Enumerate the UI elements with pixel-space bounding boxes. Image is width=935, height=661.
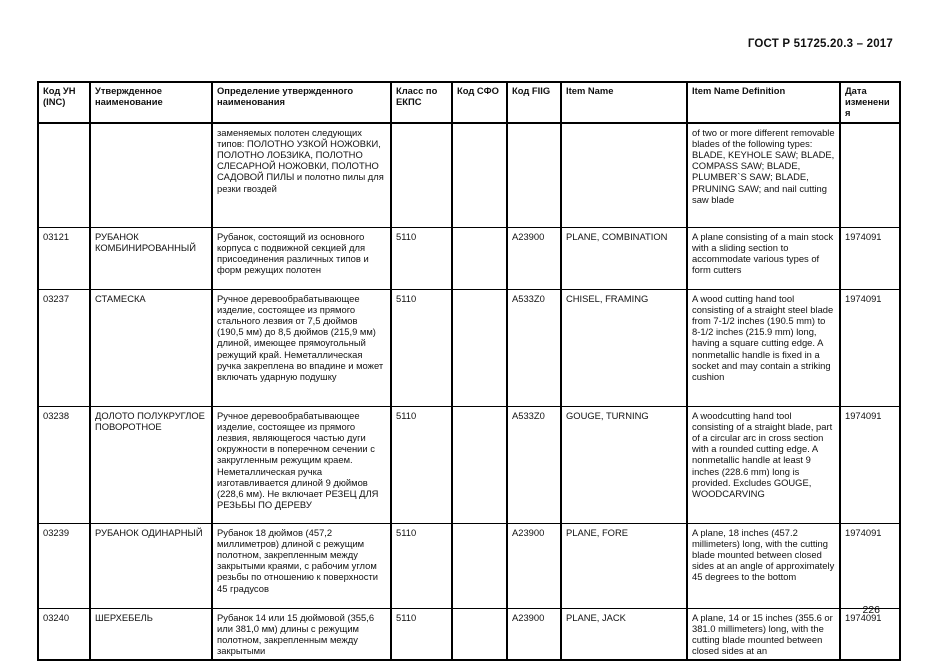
cell-change-date: 1974091 [839, 405, 901, 524]
column-header-item-name: Item Name [560, 81, 688, 124]
cell-item-name: GOUGE, TURNING [560, 405, 688, 524]
cell-change-date [839, 122, 901, 228]
table-row: заменяемых полотен следующих типов: ПОЛО… [37, 122, 901, 228]
cell-ekps-class: 5110 [390, 288, 453, 407]
cell-sfo-code [451, 288, 508, 407]
cell-approved-name [89, 122, 213, 228]
cell-approved-definition: Рубанок 14 или 15 дюймовой (355,6 или 38… [211, 607, 392, 661]
cell-ekps-class [390, 122, 453, 228]
cell-fiig-code: A23900 [506, 607, 562, 661]
table-row: 03240 ШЕРХЕБЕЛЬ Рубанок 14 или 15 дюймов… [37, 607, 901, 661]
cell-ekps-class: 5110 [390, 226, 453, 290]
cell-item-name-definition: of two or more different removable blade… [686, 122, 841, 228]
cell-item-name: PLANE, JACK [560, 607, 688, 661]
table-header: Код УН (INC) Утвержденное наименование О… [37, 81, 901, 124]
cell-approved-name: РУБАНОК ОДИНАРНЫЙ [89, 522, 213, 609]
cell-sfo-code [451, 226, 508, 290]
cell-item-name: CHISEL, FRAMING [560, 288, 688, 407]
column-header-sfo-code: Код СФО [451, 81, 508, 124]
cell-item-name: PLANE, COMBINATION [560, 226, 688, 290]
cell-inc-code: 03239 [37, 522, 91, 609]
cell-change-date: 1974091 [839, 522, 901, 609]
table-row: 03121 РУБАНОК КОМБИНИРОВАННЫЙ Рубанок, с… [37, 226, 901, 290]
cell-fiig-code: A533Z0 [506, 405, 562, 524]
cell-approved-name: СТАМЕСКА [89, 288, 213, 407]
cell-inc-code: 03237 [37, 288, 91, 407]
cell-inc-code: 03121 [37, 226, 91, 290]
cell-approved-definition: Рубанок 18 дюймов (457,2 миллиметров) дл… [211, 522, 392, 609]
cell-item-name: PLANE, FORE [560, 522, 688, 609]
cell-inc-code: 03238 [37, 405, 91, 524]
cell-fiig-code: A23900 [506, 522, 562, 609]
cell-fiig-code [506, 122, 562, 228]
cell-approved-name: ШЕРХЕБЕЛЬ [89, 607, 213, 661]
cell-change-date: 1974091 [839, 226, 901, 290]
cell-fiig-code: A23900 [506, 226, 562, 290]
cell-change-date: 1974091 [839, 607, 901, 661]
cell-ekps-class: 5110 [390, 607, 453, 661]
cell-ekps-class: 5110 [390, 522, 453, 609]
column-header-approved-definition: Определение утвержденного наименования [211, 81, 392, 124]
cell-sfo-code [451, 607, 508, 661]
cell-ekps-class: 5110 [390, 405, 453, 524]
cell-approved-definition: Ручное деревообрабатывающее изделие, сос… [211, 288, 392, 407]
cell-inc-code [37, 122, 91, 228]
cell-item-name [560, 122, 688, 228]
cell-fiig-code: A533Z0 [506, 288, 562, 407]
cell-approved-name: РУБАНОК КОМБИНИРОВАННЫЙ [89, 226, 213, 290]
cell-approved-name: ДОЛОТО ПОЛУКРУГЛОЕ ПОВОРОТНОЕ [89, 405, 213, 524]
page-number: 226 [862, 604, 880, 616]
column-header-fiig-code: Код FIIG [506, 81, 562, 124]
cell-item-name-definition: A woodcutting hand tool consisting of a … [686, 405, 841, 524]
cell-sfo-code [451, 522, 508, 609]
cell-item-name-definition: A plane consisting of a main stock with … [686, 226, 841, 290]
cell-sfo-code [451, 405, 508, 524]
cell-approved-definition: Рубанок, состоящий из основного корпуса … [211, 226, 392, 290]
column-header-change-date: Дата изменения [839, 81, 901, 124]
cell-item-name-definition: A plane, 14 or 15 inches (355.6 or 381.0… [686, 607, 841, 661]
column-header-item-name-definition: Item Name Definition [686, 81, 841, 124]
cell-change-date: 1974091 [839, 288, 901, 407]
cell-approved-definition: Ручное деревообрабатывающее изделие, сос… [211, 405, 392, 524]
cell-item-name-definition: A plane, 18 inches (457.2 millimeters) l… [686, 522, 841, 609]
cell-inc-code: 03240 [37, 607, 91, 661]
cell-approved-definition: заменяемых полотен следующих типов: ПОЛО… [211, 122, 392, 228]
table-row: 03237 СТАМЕСКА Ручное деревообрабатывающ… [37, 288, 901, 407]
column-header-approved-name: Утвержденное наименование [89, 81, 213, 124]
table-header-row: Код УН (INC) Утвержденное наименование О… [37, 81, 901, 124]
table-row: 03238 ДОЛОТО ПОЛУКРУГЛОЕ ПОВОРОТНОЕ Ручн… [37, 405, 901, 524]
column-header-ekps-class: Класс по ЕКПС [390, 81, 453, 124]
items-table: Код УН (INC) Утвержденное наименование О… [37, 81, 901, 661]
document-code-header: ГОСТ Р 51725.20.3 – 2017 [747, 38, 893, 50]
cell-item-name-definition: A wood cutting hand tool consisting of a… [686, 288, 841, 407]
column-header-inc-code: Код УН (INC) [37, 81, 91, 124]
table-row: 03239 РУБАНОК ОДИНАРНЫЙ Рубанок 18 дюймо… [37, 522, 901, 609]
cell-sfo-code [451, 122, 508, 228]
